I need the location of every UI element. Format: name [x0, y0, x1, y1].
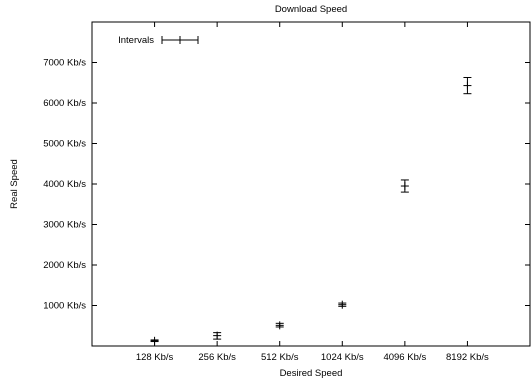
- x-tick-label: 512 Kb/s: [261, 352, 299, 363]
- y-axis-title: Real Speed: [9, 159, 20, 209]
- y-tick-label: 6000 Kb/s: [43, 98, 86, 109]
- y-axis: 1000 Kb/s 2000 Kb/s 3000 Kb/s 4000 Kb/s 5000…: [43, 58, 530, 312]
- legend-label: Intervals: [118, 35, 154, 46]
- data-point: [150, 336, 159, 345]
- y-tick-label: 2000 Kb/s: [43, 260, 86, 271]
- chart-title: Download Speed: [275, 4, 347, 15]
- y-tick-label: 5000 Kb/s: [43, 139, 86, 150]
- data-series: [150, 76, 472, 345]
- plot-area-frame: [91, 21, 531, 347]
- y-tick-label: 1000 Kb/s: [43, 301, 86, 312]
- x-tick-label: 8192 Kb/s: [446, 352, 489, 363]
- y-tick-label: 3000 Kb/s: [43, 220, 86, 231]
- x-tick-label: 4096 Kb/s: [383, 352, 426, 363]
- data-point: [463, 76, 472, 95]
- x-axis: 128 Kb/s 256 Kb/s 512 Kb/s 1024 Kb/s 4096 Kb…: [136, 22, 489, 363]
- y-tick-label: 4000 Kb/s: [43, 179, 86, 190]
- y-tick-label: 7000 Kb/s: [43, 58, 86, 69]
- legend: Intervals: [118, 35, 199, 46]
- x-axis-title: Desired Speed: [280, 368, 343, 379]
- data-point: [275, 321, 284, 330]
- x-tick-label: 1024 Kb/s: [321, 352, 364, 363]
- data-point: [338, 300, 347, 309]
- x-tick-label: 256 Kb/s: [198, 352, 236, 363]
- data-point: [400, 179, 409, 193]
- x-tick-label: 128 Kb/s: [136, 352, 174, 363]
- data-point: [213, 331, 222, 340]
